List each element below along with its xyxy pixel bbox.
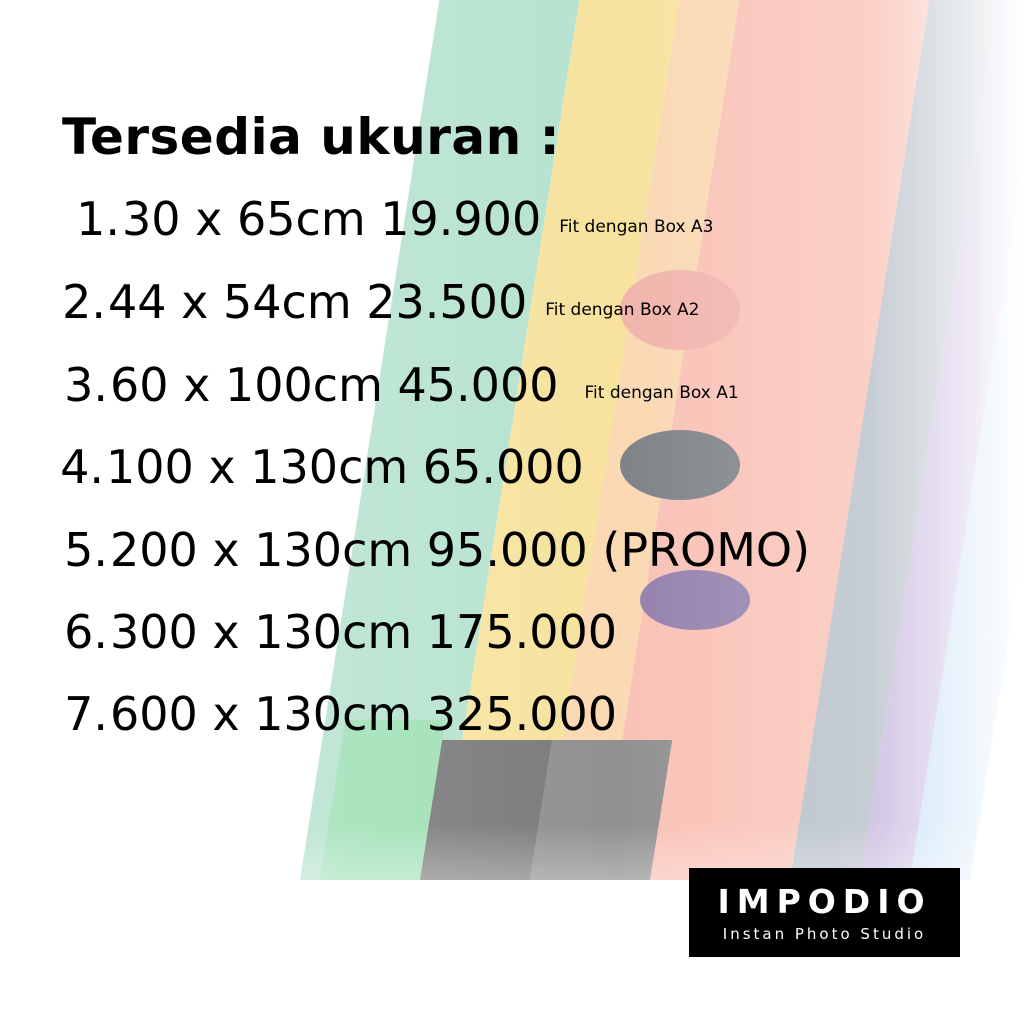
item-number: 5.	[64, 523, 108, 577]
logo-name: IMPODIO	[717, 882, 932, 921]
item-text: 600 x 130cm 325.000	[110, 687, 618, 741]
size-item: 6.300 x 130cm 175.000	[50, 605, 617, 659]
brand-logo: IMPODIO Instan Photo Studio	[689, 868, 960, 957]
size-item: 5.200 x 130cm 95.000 (PROMO)	[50, 523, 810, 577]
item-number: 3.	[64, 358, 108, 412]
size-item: 3.60 x 100cm 45.000 Fit dengan Box A1	[50, 358, 739, 412]
item-text: 44 x 54cm 23.500	[108, 275, 528, 329]
size-item: 4.100 x 130cm 65.000	[46, 440, 584, 494]
item-text: 60 x 100cm 45.000	[110, 358, 559, 412]
item-text: 200 x 130cm 95.000 (PROMO)	[110, 523, 811, 577]
size-item: 1.30 x 65cm 19.900 Fit dengan Box A3	[62, 192, 713, 246]
item-number: 2.	[62, 275, 106, 329]
page-title: Tersedia ukuran :	[62, 108, 561, 166]
item-text: 30 x 65cm 19.900	[122, 192, 542, 246]
item-text: 300 x 130cm 175.000	[110, 605, 618, 659]
item-number: 7.	[64, 687, 108, 741]
item-number: 4.	[60, 440, 104, 494]
item-note: Fit dengan Box A1	[584, 382, 739, 403]
logo-tagline: Instan Photo Studio	[722, 925, 927, 943]
item-number: 1.	[76, 192, 120, 246]
item-text: 100 x 130cm 65.000	[106, 440, 584, 494]
item-note: Fit dengan Box A2	[545, 299, 700, 320]
size-item: 2.44 x 54cm 23.500 Fit dengan Box A2	[48, 275, 699, 329]
size-item: 7.600 x 130cm 325.000	[50, 687, 617, 741]
item-number: 6.	[64, 605, 108, 659]
item-note: Fit dengan Box A3	[559, 216, 714, 237]
